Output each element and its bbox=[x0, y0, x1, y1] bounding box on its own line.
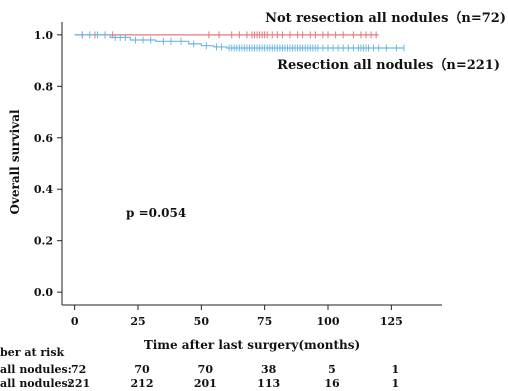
x-tick-label: 75 bbox=[257, 315, 272, 328]
risk-value: 38 bbox=[261, 363, 277, 376]
y-tick-label: 0.2 bbox=[34, 235, 53, 248]
risk-value: 5 bbox=[328, 363, 336, 376]
x-axis-label: Time after last surgery(months) bbox=[144, 338, 360, 352]
y-tick-label: 1.0 bbox=[34, 29, 53, 42]
risk-table-header: ber at risk bbox=[0, 346, 65, 359]
risk-row-label-1: all nodules: bbox=[0, 363, 72, 376]
axes bbox=[61, 22, 442, 306]
risk-value: 70 bbox=[134, 363, 150, 376]
risk-value: 1 bbox=[392, 377, 400, 390]
risk-value: 113 bbox=[257, 377, 280, 390]
p-value-annotation: p =0.054 bbox=[126, 206, 186, 220]
risk-value: 221 bbox=[67, 377, 90, 390]
x-tick-label: 25 bbox=[130, 315, 145, 328]
risk-value: 16 bbox=[324, 377, 340, 390]
risk-value: 70 bbox=[198, 363, 214, 376]
risk-values: 72 70 70 38 5 1 221 212 201 113 16 1 bbox=[67, 363, 399, 390]
x-ticks: 0 25 50 75 100 125 bbox=[71, 305, 403, 328]
x-tick-label: 100 bbox=[317, 315, 340, 328]
legend-label-resection: Resection all nodules（n=221) bbox=[277, 57, 500, 73]
risk-value: 72 bbox=[71, 363, 86, 376]
y-tick-label: 0.6 bbox=[34, 132, 53, 145]
y-tick-label: 0.0 bbox=[34, 286, 53, 299]
y-tick-label: 0.4 bbox=[34, 183, 53, 196]
risk-value: 201 bbox=[194, 377, 217, 390]
x-tick-label: 0 bbox=[71, 315, 79, 328]
risk-value: 212 bbox=[131, 377, 154, 390]
risk-value: 1 bbox=[392, 363, 400, 376]
y-ticks: 0.0 0.2 0.4 0.6 0.8 1.0 bbox=[34, 29, 62, 299]
legend-label-not-resection: Not resection all nodules（n=72) bbox=[265, 10, 506, 26]
y-tick-label: 0.8 bbox=[34, 80, 53, 93]
risk-row-label-2: all nodules: bbox=[0, 377, 72, 390]
series-group bbox=[74, 31, 405, 52]
x-tick-label: 125 bbox=[380, 315, 403, 328]
y-axis-label: Overall survival bbox=[8, 109, 22, 215]
x-tick-label: 50 bbox=[194, 315, 210, 328]
